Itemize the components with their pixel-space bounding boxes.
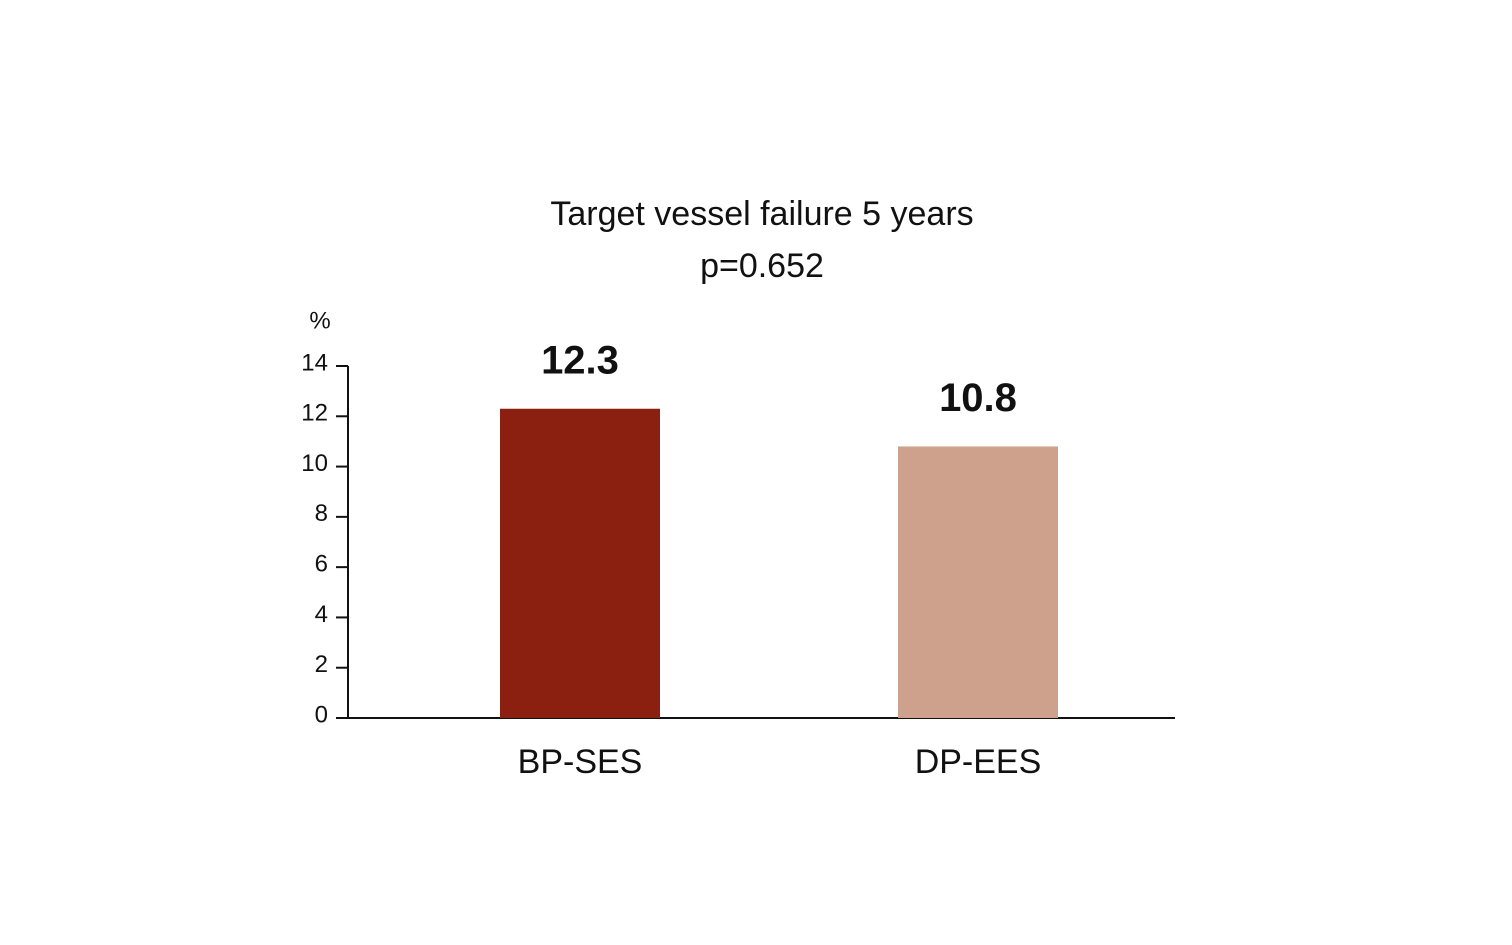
y-tick-label: 6 xyxy=(315,550,328,577)
chart-title: Target vessel failure 5 years xyxy=(550,195,973,233)
data-label: 10.8 xyxy=(939,376,1017,420)
y-tick-label: 4 xyxy=(315,601,328,628)
y-tick-label: 8 xyxy=(315,500,328,527)
y-tick-label: 10 xyxy=(301,450,328,477)
data-label: 12.3 xyxy=(541,338,619,382)
chart-subtitle: p=0.652 xyxy=(700,247,824,285)
bar xyxy=(898,446,1058,718)
y-axis-label: % xyxy=(309,307,330,334)
y-tick-label: 2 xyxy=(315,651,328,678)
x-tick-label: DP-EES xyxy=(915,743,1042,781)
bar xyxy=(500,408,660,718)
y-tick-label: 14 xyxy=(301,349,328,376)
y-tick-label: 12 xyxy=(301,400,328,427)
x-tick-label: BP-SES xyxy=(518,743,643,781)
y-tick-label: 0 xyxy=(315,701,328,728)
